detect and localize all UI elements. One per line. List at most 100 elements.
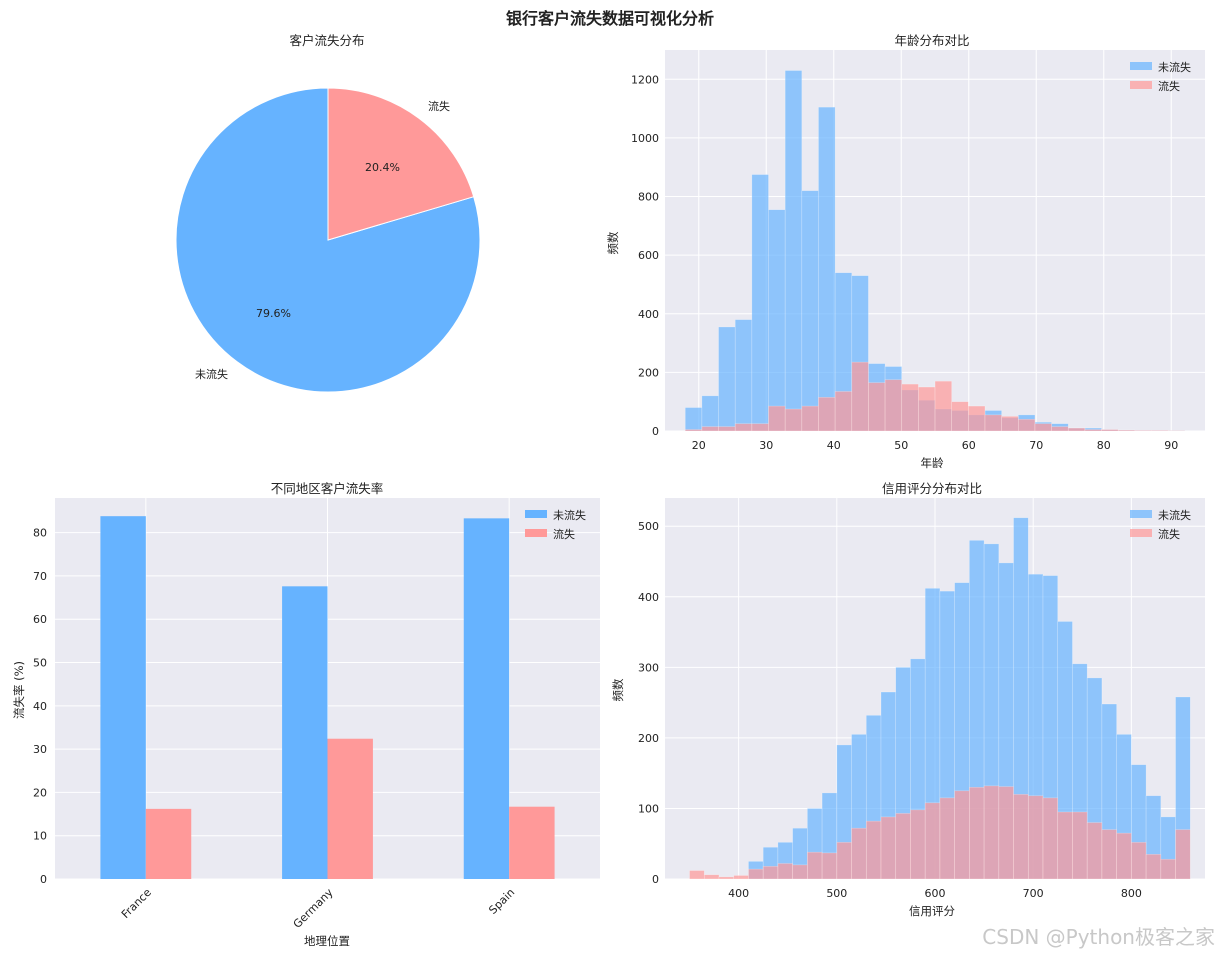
age-xtick-2: 40 bbox=[827, 439, 841, 452]
age-bar-retained bbox=[768, 209, 786, 432]
credit-bar-churned bbox=[762, 865, 779, 880]
figure-title: 银行客户流失数据可视化分析 bbox=[506, 9, 714, 28]
age-bar-churned bbox=[768, 405, 786, 432]
age-xtick-6: 80 bbox=[1097, 439, 1111, 452]
age-panel: 年龄分布对比 20 30 40 50 60 70 80 90 0 200 400 600 800 1000… bbox=[606, 33, 1205, 470]
credit-bar-churned bbox=[924, 802, 941, 880]
credit-bar-churned bbox=[792, 864, 808, 880]
age-ytick-0: 0 bbox=[652, 425, 659, 438]
age-bar-churned bbox=[751, 423, 769, 432]
geo-legend-label-0: 未流失 bbox=[553, 508, 586, 522]
credit-xlabel: 信用评分 bbox=[909, 904, 955, 918]
geo-bar-retained-france bbox=[100, 516, 146, 879]
age-bar-retained bbox=[718, 326, 736, 432]
geo-ytick-6: 60 bbox=[33, 613, 47, 626]
geo-xtick-1: Germany bbox=[291, 886, 336, 931]
credit-bar-churned bbox=[1145, 854, 1162, 880]
credit-legend-label-1: 流失 bbox=[1158, 527, 1180, 541]
age-ytick-6: 1200 bbox=[631, 73, 659, 86]
credit-bar-churned bbox=[1072, 811, 1088, 880]
age-bar-churned bbox=[1151, 430, 1169, 432]
age-ylabel: 频数 bbox=[606, 231, 620, 254]
geo-ytick-5: 50 bbox=[33, 657, 47, 670]
age-bar-churned bbox=[968, 405, 986, 432]
pie-label-1: 流失 bbox=[428, 99, 450, 113]
age-bar-churned bbox=[1084, 429, 1102, 432]
credit-bar-churned bbox=[1175, 829, 1191, 880]
age-bar-churned bbox=[951, 401, 969, 432]
age-legend-label-1: 流失 bbox=[1158, 79, 1180, 93]
geo-bar-churned-germany bbox=[327, 738, 373, 879]
geo-bar-churned-spain bbox=[509, 806, 555, 879]
watermark: CSDN @Python极客之家 bbox=[982, 925, 1215, 949]
credit-bar-churned bbox=[733, 875, 749, 880]
credit-ytick-3: 300 bbox=[638, 661, 659, 674]
age-ytick-5: 1000 bbox=[631, 132, 659, 145]
credit-legend-label-0: 未流失 bbox=[1158, 508, 1191, 522]
credit-bar-churned bbox=[983, 785, 1000, 880]
credit-ytick-2: 200 bbox=[638, 732, 659, 745]
credit-bar-churned bbox=[1013, 794, 1029, 880]
pie-pct-1: 20.4% bbox=[365, 161, 400, 174]
credit-bar-churned bbox=[880, 816, 897, 880]
credit-bar-churned bbox=[895, 813, 911, 880]
age-bar-churned bbox=[934, 380, 952, 432]
geo-title: 不同地区客户流失率 bbox=[271, 481, 384, 496]
credit-bar-churned bbox=[998, 786, 1014, 880]
age-xtick-7: 90 bbox=[1164, 439, 1178, 452]
credit-bar-churned bbox=[748, 868, 764, 880]
geo-xtick-0: France bbox=[119, 886, 154, 921]
age-bar-retained bbox=[701, 395, 719, 432]
age-bar-churned bbox=[868, 382, 886, 432]
credit-bar-churned bbox=[851, 827, 867, 880]
age-bar-churned bbox=[884, 379, 903, 432]
age-bar-churned bbox=[851, 361, 869, 432]
age-bar-churned bbox=[718, 426, 736, 432]
age-bar-churned bbox=[1117, 429, 1136, 432]
age-histogram: 20 30 40 50 60 70 80 90 0 200 400 600 800 1000 1200 未流失… bbox=[631, 50, 1205, 452]
credit-xtick-2: 600 bbox=[925, 887, 946, 900]
geo-ytick-3: 30 bbox=[33, 743, 47, 756]
credit-title: 信用评分分布对比 bbox=[882, 481, 982, 496]
credit-bar-churned bbox=[1131, 842, 1147, 880]
age-ytick-4: 800 bbox=[638, 191, 659, 204]
credit-bar-churned bbox=[910, 809, 926, 880]
age-bar-retained bbox=[751, 174, 769, 432]
geo-legend-label-1: 流失 bbox=[553, 527, 575, 541]
age-bar-retained bbox=[801, 190, 819, 432]
age-bar-churned bbox=[818, 396, 836, 432]
age-xtick-1: 30 bbox=[759, 439, 773, 452]
credit-ytick-4: 400 bbox=[638, 591, 659, 604]
geo-bar-retained-spain bbox=[463, 518, 510, 879]
age-bar-churned bbox=[1017, 418, 1036, 432]
age-bar-retained bbox=[818, 106, 836, 432]
credit-xtick-1: 500 bbox=[826, 887, 847, 900]
age-xtick-4: 60 bbox=[962, 439, 976, 452]
pie-pct-0: 79.6% bbox=[256, 307, 291, 320]
geo-ytick-1: 10 bbox=[33, 830, 47, 843]
geo-bar-retained-germany bbox=[282, 586, 328, 879]
geo-ytick-4: 40 bbox=[33, 700, 47, 713]
credit-bar-churned bbox=[836, 842, 852, 880]
credit-bar-churned bbox=[1057, 811, 1073, 880]
age-ytick-2: 400 bbox=[638, 308, 659, 321]
credit-bar-churned bbox=[969, 786, 985, 880]
age-ytick-3: 600 bbox=[638, 249, 659, 262]
credit-bar-churned bbox=[807, 851, 823, 880]
credit-bar-churned bbox=[777, 863, 793, 880]
age-bar-churned bbox=[1051, 426, 1069, 432]
age-bar-churned bbox=[684, 429, 703, 432]
age-bar-retained bbox=[684, 407, 703, 432]
age-xtick-0: 20 bbox=[692, 439, 706, 452]
geo-ytick-7: 70 bbox=[33, 570, 47, 583]
age-legend-swatch-0 bbox=[1130, 62, 1152, 70]
age-bar-churned bbox=[918, 386, 936, 432]
age-bar-churned bbox=[734, 423, 753, 432]
geo-legend-swatch-1 bbox=[525, 529, 547, 537]
geo-ylabel: 流失率 (%) bbox=[12, 661, 26, 719]
age-bar-churned bbox=[1067, 427, 1086, 432]
geo-xtick-2: Spain bbox=[486, 886, 517, 917]
credit-panel: 信用评分分布对比 400 500 600 700 800 0 100 200 300 400 500… bbox=[611, 481, 1205, 918]
